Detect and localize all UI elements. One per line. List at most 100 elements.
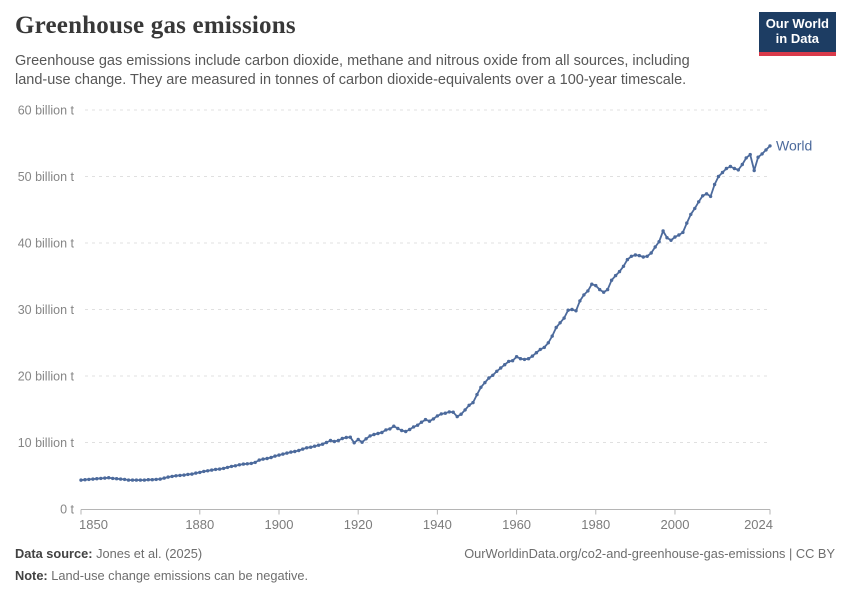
data-point-1913[interactable]: [328, 438, 333, 443]
data-point-1976[interactable]: [578, 299, 582, 303]
data-point-2001[interactable]: [677, 233, 681, 237]
data-point-1888[interactable]: [229, 464, 234, 469]
data-point-1853[interactable]: [91, 477, 95, 481]
data-point-1994[interactable]: [649, 251, 653, 255]
data-point-1936[interactable]: [419, 420, 424, 424]
data-point-1875[interactable]: [178, 473, 182, 478]
data-point-1980[interactable]: [594, 283, 598, 288]
data-point-1995[interactable]: [653, 245, 657, 249]
data-point-1956[interactable]: [499, 366, 503, 370]
data-point-1910[interactable]: [316, 443, 321, 447]
data-point-1882[interactable]: [206, 469, 210, 473]
data-point-1997[interactable]: [661, 229, 665, 233]
data-point-2022[interactable]: [760, 152, 764, 156]
data-point-1878[interactable]: [190, 472, 194, 476]
data-point-1929[interactable]: [392, 424, 396, 428]
data-point-1979[interactable]: [590, 282, 594, 286]
data-point-1876[interactable]: [182, 473, 186, 477]
data-point-2014[interactable]: [728, 164, 733, 169]
data-point-2007[interactable]: [701, 194, 705, 198]
data-point-1855[interactable]: [99, 476, 103, 481]
data-point-1940[interactable]: [435, 414, 440, 418]
data-point-1914[interactable]: [332, 439, 337, 444]
data-point-1890[interactable]: [237, 463, 242, 467]
data-point-1941[interactable]: [439, 412, 443, 416]
data-point-1851[interactable]: [83, 478, 87, 482]
data-point-1856[interactable]: [103, 476, 107, 480]
data-point-1967[interactable]: [542, 345, 546, 350]
data-point-1906[interactable]: [301, 447, 305, 451]
data-point-1954[interactable]: [491, 373, 495, 377]
data-point-1982[interactable]: [602, 290, 606, 294]
data-point-1898[interactable]: [269, 455, 273, 460]
data-point-1989[interactable]: [629, 254, 634, 258]
data-point-1961[interactable]: [518, 357, 523, 361]
data-point-1927[interactable]: [384, 428, 388, 432]
data-point-2005[interactable]: [693, 206, 697, 211]
data-point-1933[interactable]: [408, 427, 412, 432]
data-point-1963[interactable]: [526, 357, 531, 361]
series-label-world[interactable]: World: [776, 137, 812, 153]
data-point-1971[interactable]: [558, 321, 562, 325]
data-point-1969[interactable]: [550, 334, 554, 338]
data-point-1938[interactable]: [427, 419, 432, 423]
data-point-1944[interactable]: [451, 410, 455, 414]
data-point-1930[interactable]: [396, 426, 400, 431]
data-point-1945[interactable]: [455, 414, 459, 419]
data-point-2023[interactable]: [764, 148, 768, 152]
data-point-1952[interactable]: [483, 380, 487, 385]
data-point-1943[interactable]: [447, 410, 451, 414]
data-point-1968[interactable]: [546, 341, 550, 345]
data-point-2008[interactable]: [704, 192, 709, 196]
data-point-1869[interactable]: [154, 477, 158, 482]
data-point-1868[interactable]: [150, 478, 154, 482]
data-point-1935[interactable]: [415, 423, 420, 427]
data-point-1949[interactable]: [471, 400, 475, 405]
data-point-1873[interactable]: [170, 474, 174, 479]
data-point-2013[interactable]: [724, 166, 729, 171]
data-point-1981[interactable]: [598, 287, 602, 292]
data-point-1909[interactable]: [312, 444, 317, 448]
data-point-1896[interactable]: [261, 457, 265, 461]
data-point-1918[interactable]: [348, 435, 352, 439]
data-point-2003[interactable]: [685, 221, 689, 225]
data-point-1919[interactable]: [352, 441, 356, 445]
owid-logo[interactable]: Our World in Data: [758, 12, 836, 56]
data-point-1925[interactable]: [376, 431, 380, 436]
data-point-1877[interactable]: [186, 472, 190, 477]
data-point-1985[interactable]: [613, 273, 618, 278]
data-point-1958[interactable]: [507, 359, 511, 364]
data-point-1975[interactable]: [574, 309, 578, 313]
data-point-2018[interactable]: [744, 156, 748, 160]
data-point-1947[interactable]: [463, 408, 467, 412]
data-point-1993[interactable]: [645, 254, 649, 258]
data-point-1859[interactable]: [114, 477, 119, 481]
data-point-1854[interactable]: [95, 477, 99, 481]
data-point-1887[interactable]: [225, 465, 230, 470]
data-point-1861[interactable]: [122, 477, 127, 482]
data-point-1880[interactable]: [198, 470, 202, 475]
data-point-1928[interactable]: [388, 427, 392, 431]
data-point-1864[interactable]: [134, 478, 139, 482]
data-point-1970[interactable]: [554, 325, 558, 330]
data-point-1916[interactable]: [340, 436, 344, 441]
data-point-1903[interactable]: [289, 450, 293, 454]
data-point-1999[interactable]: [669, 238, 673, 242]
data-point-1964[interactable]: [530, 354, 535, 358]
data-point-1955[interactable]: [495, 369, 499, 373]
data-point-1860[interactable]: [118, 477, 123, 481]
data-point-1912[interactable]: [324, 440, 329, 445]
data-point-1908[interactable]: [309, 445, 313, 449]
data-point-2011[interactable]: [716, 174, 721, 179]
data-point-1923[interactable]: [368, 434, 372, 438]
data-point-1917[interactable]: [344, 435, 348, 440]
data-point-1897[interactable]: [265, 456, 269, 461]
data-point-2019[interactable]: [748, 152, 752, 157]
data-point-1894[interactable]: [253, 460, 257, 465]
data-point-1872[interactable]: [166, 475, 170, 479]
data-point-1951[interactable]: [479, 385, 483, 389]
data-point-1883[interactable]: [210, 468, 214, 472]
data-point-1946[interactable]: [459, 412, 463, 416]
chart-canvas[interactable]: 0 t 10 billion t 20 billion t 30 billion t 4…: [0, 0, 850, 545]
data-point-1984[interactable]: [609, 278, 614, 282]
